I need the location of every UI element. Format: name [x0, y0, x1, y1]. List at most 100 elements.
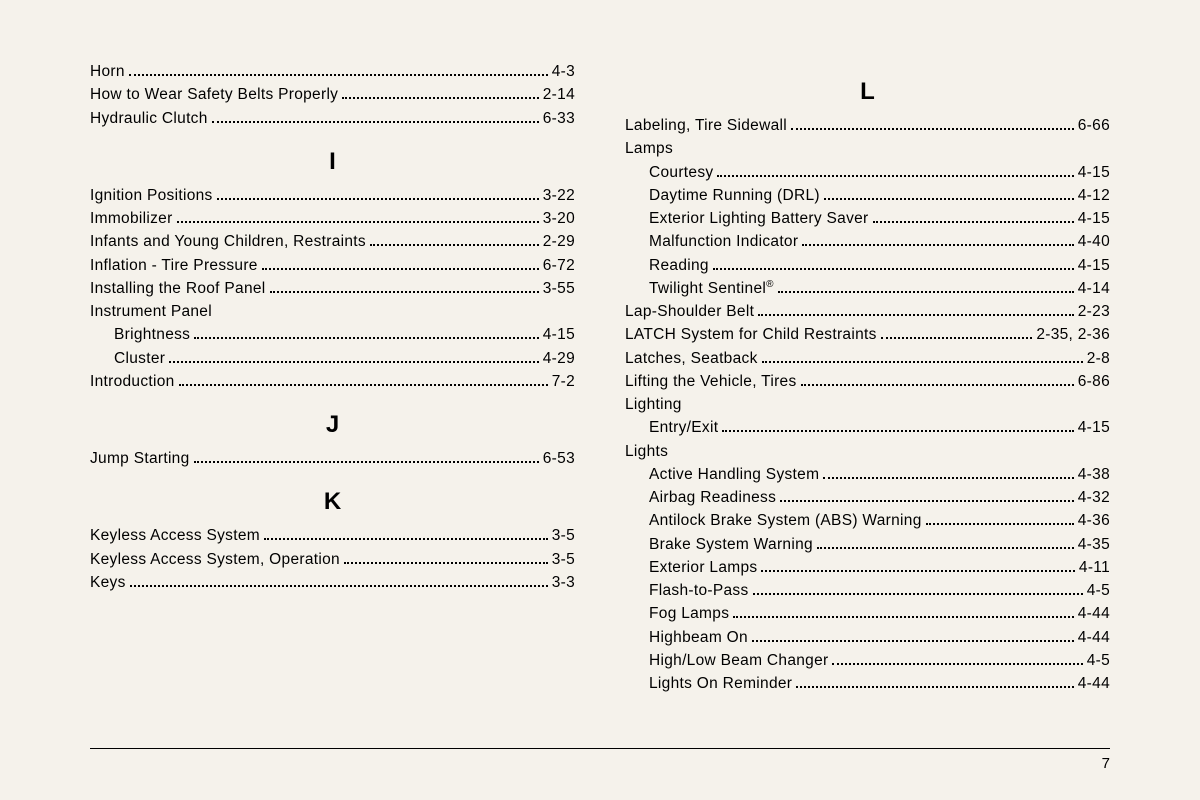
entry-label: Entry/Exit	[649, 416, 718, 439]
dot-leader	[801, 384, 1074, 386]
index-entry: Jump Starting 6-53	[90, 447, 575, 470]
entry-label: Malfunction Indicator	[649, 230, 798, 253]
index-entry: Immobilizer 3-20	[90, 207, 575, 230]
entry-page: 4-15	[1078, 161, 1110, 184]
index-entry: Brightness 4-15	[90, 323, 575, 346]
entry-label: Active Handling System	[649, 463, 819, 486]
entry-page: 2-14	[543, 83, 575, 106]
entry-label: Lights	[625, 440, 668, 463]
index-entry: High/Low Beam Changer 4-5	[625, 649, 1110, 672]
entry-label: Lap-Shoulder Belt	[625, 300, 754, 323]
entry-page: 3-20	[543, 207, 575, 230]
index-entry: Lifting the Vehicle, Tires 6-86	[625, 370, 1110, 393]
entry-page: 4-5	[1087, 579, 1110, 602]
index-entry: Malfunction Indicator 4-40	[625, 230, 1110, 253]
dot-leader	[823, 477, 1073, 479]
dot-leader	[778, 291, 1074, 293]
dot-leader	[761, 570, 1074, 572]
index-entry: Reading 4-15	[625, 254, 1110, 277]
entry-page: 4-32	[1078, 486, 1110, 509]
dot-leader	[722, 430, 1073, 432]
dot-leader	[873, 221, 1074, 223]
dot-leader	[264, 538, 548, 540]
entry-page: 4-11	[1079, 556, 1110, 579]
dot-leader	[129, 74, 548, 76]
entry-page: 6-33	[543, 107, 575, 130]
index-columns: Horn 4-3How to Wear Safety Belts Properl…	[90, 60, 1110, 750]
entry-page: 6-53	[543, 447, 575, 470]
index-entry: Airbag Readiness 4-32	[625, 486, 1110, 509]
dot-leader	[780, 500, 1074, 502]
entry-page: 2-29	[543, 230, 575, 253]
dot-leader	[758, 314, 1074, 316]
entry-page: 4-40	[1078, 230, 1110, 253]
dot-leader	[717, 175, 1073, 177]
entry-page: 3-5	[552, 548, 575, 571]
dot-leader	[262, 268, 539, 270]
entry-label: Keyless Access System, Operation	[90, 548, 340, 571]
dot-leader	[270, 291, 539, 293]
entry-label: Courtesy	[649, 161, 713, 184]
entry-page: 4-3	[552, 60, 575, 83]
entry-label: Lighting	[625, 393, 682, 416]
index-entry: Hydraulic Clutch 6-33	[90, 107, 575, 130]
entry-label: Daytime Running (DRL)	[649, 184, 820, 207]
index-group-label: Lights	[625, 440, 1110, 463]
entry-page: 4-5	[1087, 649, 1110, 672]
entry-page: 4-15	[1078, 207, 1110, 230]
index-entry: Labeling, Tire Sidewall 6-66	[625, 114, 1110, 137]
index-entry: Lights On Reminder 4-44	[625, 672, 1110, 695]
dot-leader	[824, 198, 1074, 200]
page-number: 7	[1102, 755, 1110, 772]
index-entry: Flash-to-Pass 4-5	[625, 579, 1110, 602]
index-entry: Entry/Exit 4-15	[625, 416, 1110, 439]
index-entry: Horn 4-3	[90, 60, 575, 83]
entry-page: 3-3	[552, 571, 575, 594]
dot-leader	[762, 361, 1083, 363]
index-entry: Infants and Young Children, Restraints 2…	[90, 230, 575, 253]
dot-leader	[713, 268, 1074, 270]
entry-page: 2-35, 2-36	[1036, 323, 1110, 346]
dot-leader	[817, 547, 1074, 549]
index-entry: Installing the Roof Panel 3-55	[90, 277, 575, 300]
entry-page: 4-15	[543, 323, 575, 346]
entry-label: Inflation - Tire Pressure	[90, 254, 258, 277]
entry-label: Keys	[90, 571, 126, 594]
entry-label: Antilock Brake System (ABS) Warning	[649, 509, 922, 532]
entry-page: 4-35	[1078, 533, 1110, 556]
index-entry: Inflation - Tire Pressure 6-72	[90, 254, 575, 277]
page-footer: 7	[90, 748, 1110, 772]
entry-page: 2-23	[1078, 300, 1110, 323]
entry-label: Reading	[649, 254, 709, 277]
entry-label: Labeling, Tire Sidewall	[625, 114, 787, 137]
dot-leader	[169, 361, 539, 363]
dot-leader	[217, 198, 539, 200]
dot-leader	[796, 686, 1074, 688]
dot-leader	[881, 337, 1033, 339]
index-entry: Courtesy 4-15	[625, 161, 1110, 184]
index-entry: Keys 3-3	[90, 571, 575, 594]
index-entry: Fog Lamps 4-44	[625, 602, 1110, 625]
index-entry: Active Handling System 4-38	[625, 463, 1110, 486]
dot-leader	[212, 121, 539, 123]
dot-leader	[733, 616, 1074, 618]
dot-leader	[791, 128, 1074, 130]
index-entry: Highbeam On 4-44	[625, 626, 1110, 649]
index-entry: Cluster 4-29	[90, 347, 575, 370]
dot-leader	[194, 461, 539, 463]
index-group-label: Lighting	[625, 393, 1110, 416]
registered-symbol: ®	[766, 279, 774, 290]
entry-page: 6-72	[543, 254, 575, 277]
dot-leader	[926, 523, 1074, 525]
entry-label: Highbeam On	[649, 626, 748, 649]
entry-page: 3-55	[543, 277, 575, 300]
entry-page: 4-38	[1078, 463, 1110, 486]
entry-page: 4-44	[1078, 602, 1110, 625]
entry-label: Exterior Lighting Battery Saver	[649, 207, 869, 230]
entry-label: Immobilizer	[90, 207, 173, 230]
entry-label: Latches, Seatback	[625, 347, 758, 370]
index-entry: Daytime Running (DRL) 4-12	[625, 184, 1110, 207]
entry-page: 4-15	[1078, 416, 1110, 439]
section-heading: I	[90, 148, 575, 176]
index-entry: Keyless Access System 3-5	[90, 524, 575, 547]
